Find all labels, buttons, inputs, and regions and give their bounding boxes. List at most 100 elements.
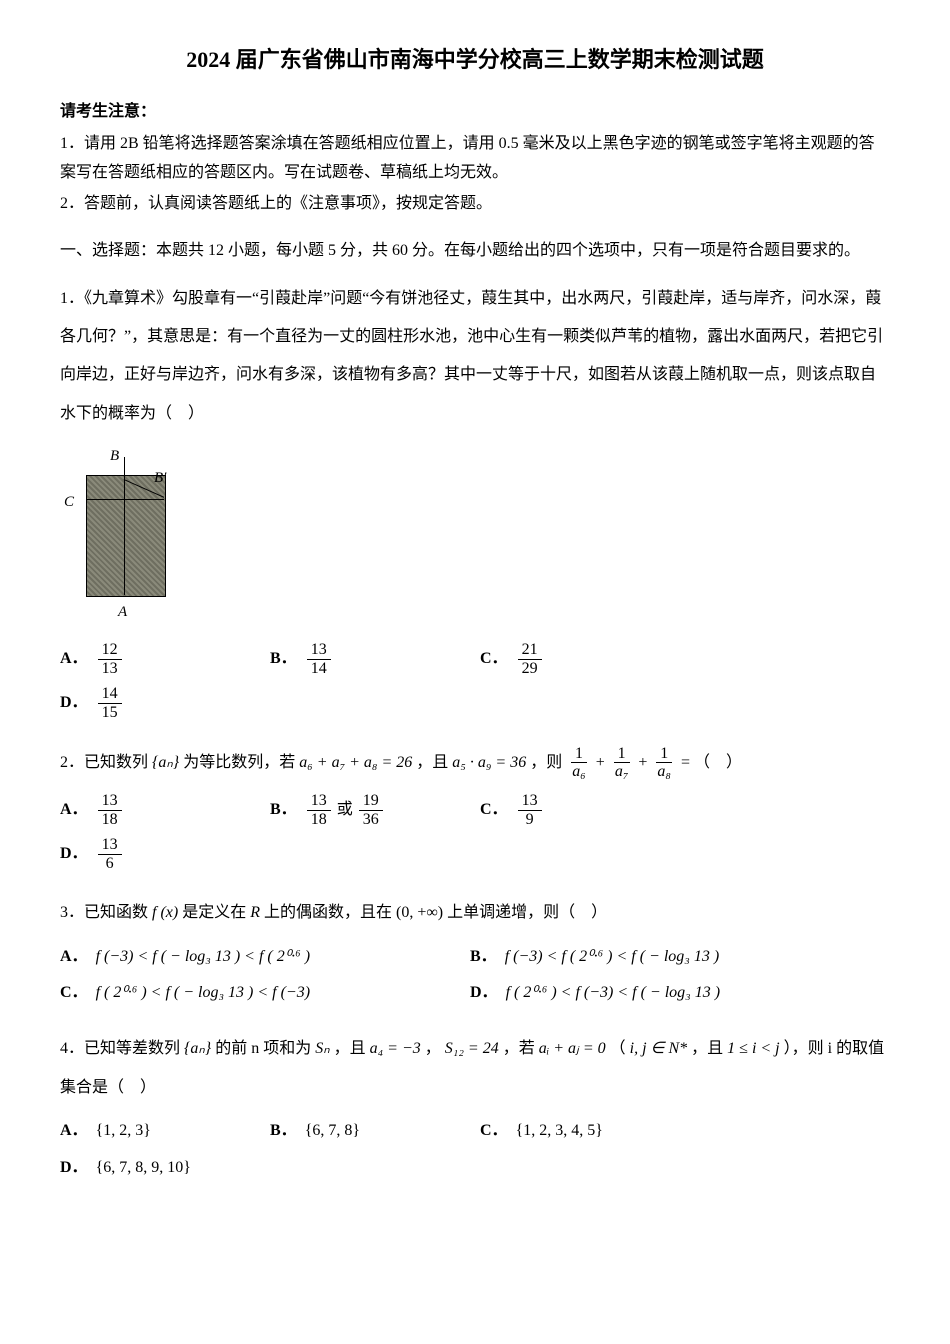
q4-opt-A: A． {1, 2, 3} <box>60 1117 260 1146</box>
q2-f3d: a₈ <box>653 763 675 781</box>
q2-options: A． 1318 B． 1318 或 1936 C． 139 D． 136 <box>60 792 890 880</box>
q2A-label: A． <box>60 796 88 825</box>
q2-f2d: a₇ <box>611 763 633 781</box>
q2C-den: 9 <box>522 811 538 829</box>
q4-mid1: 的前 n 项和为 <box>215 1040 315 1057</box>
question-3: 3．已知函数 f (x) 是定义在 R 上的偶函数，且在 (0, +∞) 上单调… <box>60 894 890 932</box>
q2-opt-C: C． 139 <box>480 792 680 828</box>
q4-Sn: Sₙ <box>315 1040 329 1057</box>
q4-eq1: a₄ = −3 <box>370 1040 421 1057</box>
q4-seq: {aₙ} <box>184 1040 211 1057</box>
q2B2-den: 36 <box>359 811 383 829</box>
q2B2-num: 19 <box>359 792 383 811</box>
q3-fx: f (x) <box>152 904 178 921</box>
q1-opt-B: B． 1314 <box>270 641 470 677</box>
q4D-label: D． <box>60 1154 88 1183</box>
q4-opt-B: B． {6, 7, 8} <box>270 1117 470 1146</box>
q3B-label: B． <box>470 943 497 972</box>
q4-prefix: 4．已知等差数列 <box>60 1040 184 1057</box>
notice-head: 请考生注意： <box>60 98 890 127</box>
q2-prefix: 2．已知数列 <box>60 754 152 771</box>
q2-mid1: 为等比数列，若 <box>183 754 299 771</box>
q4-mid4: ，若 <box>503 1040 539 1057</box>
q2C-num: 13 <box>518 792 542 811</box>
q3-opt-D: D． f ( 2⁰·⁶ ) < f (−3) < f ( − log₃ 13 ) <box>470 979 870 1008</box>
q2D-num: 13 <box>98 836 122 855</box>
q1-opt-D: D． 1415 <box>60 685 260 721</box>
plus2: + <box>638 754 651 771</box>
q4B-val: {6, 7, 8} <box>305 1117 360 1146</box>
notice-1: 1．请用 2B 铅笔将选择题答案涂填在答题纸相应位置上，请用 0.5 毫米及以上… <box>60 130 890 188</box>
q4-eq5: 1 ≤ i < j <box>727 1040 779 1057</box>
label-Bprime: B′ <box>154 465 166 492</box>
opt-label-C: C． <box>480 645 508 674</box>
opt-label-A: A． <box>60 645 88 674</box>
q2-mid2: ，且 <box>416 754 452 771</box>
q4-options: A． {1, 2, 3} B． {6, 7, 8} C． {1, 2, 3, 4… <box>60 1117 890 1191</box>
q2D-label: D． <box>60 840 88 869</box>
q3-opt-A: A． f (−3) < f ( − log₃ 13 ) < f ( 2⁰·⁶ ) <box>60 943 460 972</box>
q4-eq4: i, j ∈ N* <box>630 1040 688 1057</box>
q3-tail: 上单调递增，则（ ） <box>447 904 607 921</box>
q1D-num: 14 <box>98 685 122 704</box>
q2-f1d: a₆ <box>568 763 590 781</box>
q2A-den: 18 <box>98 811 122 829</box>
question-2: 2．已知数列 {aₙ} 为等比数列，若 a₆ + a₇ + a₈ = 26 ，且… <box>60 744 890 782</box>
question-1: 1．《九章算术》勾股章有一“引葭赴岸”问题“今有饼池径丈，葭生其中，出水两尺，引… <box>60 280 890 434</box>
q1A-num: 12 <box>98 641 122 660</box>
q2B-or: 或 <box>337 796 353 825</box>
q4-mid6: ，且 <box>691 1040 727 1057</box>
q3-prefix: 3．已知函数 <box>60 904 152 921</box>
q1-opt-C: C． 2129 <box>480 641 680 677</box>
q2-opt-D: D． 136 <box>60 836 260 872</box>
q3A-label: A． <box>60 943 88 972</box>
section-1-header: 一、选择题：本题共 12 小题，每小题 5 分，共 60 分。在每小题给出的四个… <box>60 237 890 266</box>
question-4: 4．已知等差数列 {aₙ} 的前 n 项和为 Sₙ ，且 a₄ = −3 ， S… <box>60 1030 890 1107</box>
q3-mid1: 是定义在 <box>182 904 250 921</box>
opt-label-B: B． <box>270 645 297 674</box>
q1-text: 1．《九章算术》勾股章有一“引葭赴岸”问题“今有饼池径丈，葭生其中，出水两尺，引… <box>60 290 883 422</box>
q3-mid2: 上的偶函数，且在 <box>264 904 396 921</box>
q2A-num: 13 <box>98 792 122 811</box>
q3D-val: f ( 2⁰·⁶ ) < f (−3) < f ( − log₃ 13 ) <box>506 979 720 1008</box>
q2-eq1: a₆ + a₇ + a₈ = 26 <box>299 754 412 771</box>
page-title: 2024 届广东省佛山市南海中学分校高三上数学期末检测试题 <box>60 40 890 80</box>
q1A-den: 13 <box>98 660 122 678</box>
q1-options: A． 1213 B． 1314 C． 2129 D． 1415 <box>60 641 890 729</box>
q3C-val: f ( 2⁰·⁶ ) < f ( − log₃ 13 ) < f (−3) <box>96 979 310 1008</box>
q2B1-den: 18 <box>307 811 331 829</box>
q3C-label: C． <box>60 979 88 1008</box>
opt-label-D: D． <box>60 689 88 718</box>
q4-mid5: （ <box>610 1040 626 1057</box>
q3D-label: D． <box>470 979 498 1008</box>
q3-opt-B: B． f (−3) < f ( 2⁰·⁶ ) < f ( − log₃ 13 ) <box>470 943 870 972</box>
q2-mid3: ，则 <box>530 754 566 771</box>
q4A-val: {1, 2, 3} <box>96 1117 151 1146</box>
q1C-num: 21 <box>518 641 542 660</box>
q4-opt-D: D． {6, 7, 8, 9, 10} <box>60 1154 260 1183</box>
q2-f1n: 1 <box>571 745 587 764</box>
q3-R: R <box>250 904 260 921</box>
q4C-label: C． <box>480 1117 508 1146</box>
q2-f2n: 1 <box>614 745 630 764</box>
q2C-label: C． <box>480 796 508 825</box>
q2-eq2: a₅ · a₉ = 36 <box>452 754 526 771</box>
q4-mid3: ， <box>425 1040 441 1057</box>
q1B-num: 13 <box>307 641 331 660</box>
q1-opt-A: A． 1213 <box>60 641 260 677</box>
q2D-den: 6 <box>102 855 118 873</box>
q1B-den: 14 <box>307 660 331 678</box>
q2B-label: B． <box>270 796 297 825</box>
q3B-val: f (−3) < f ( 2⁰·⁶ ) < f ( − log₃ 13 ) <box>505 943 719 972</box>
q2-opt-A: A． 1318 <box>60 792 260 828</box>
label-B: B <box>110 443 119 470</box>
q2-seq: {aₙ} <box>152 754 179 771</box>
q1-figure: B B′ C A <box>60 445 890 625</box>
q4C-val: {1, 2, 3, 4, 5} <box>516 1117 603 1146</box>
q3-interval: (0, +∞) <box>396 904 443 921</box>
q2-tail: = （ ） <box>681 754 742 771</box>
q4D-val: {6, 7, 8, 9, 10} <box>96 1154 191 1183</box>
q4-eq2: S₁₂ = 24 <box>445 1040 499 1057</box>
q4-eq3: aᵢ + aⱼ = 0 <box>539 1040 606 1057</box>
q3-options: A． f (−3) < f ( − log₃ 13 ) < f ( 2⁰·⁶ )… <box>60 943 890 1017</box>
